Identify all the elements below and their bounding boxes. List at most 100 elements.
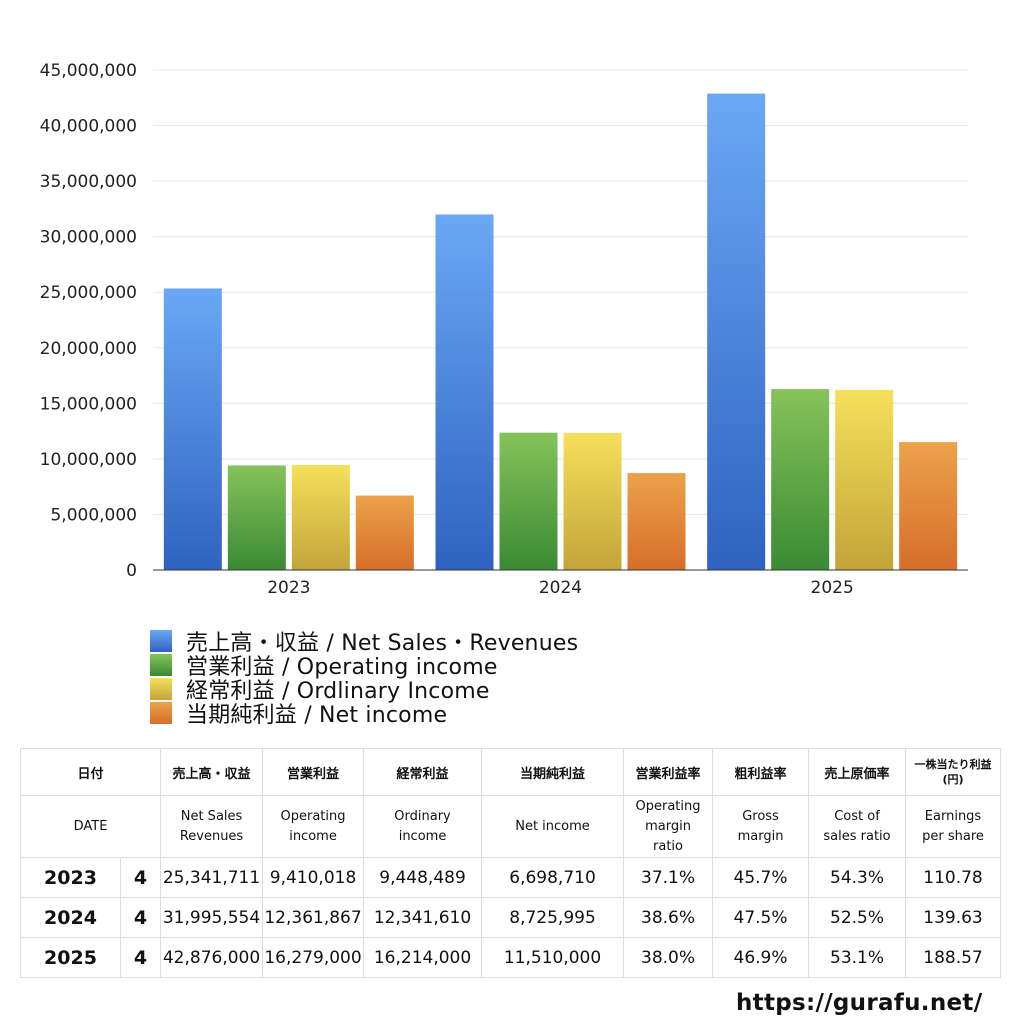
header-net-en: Net income: [481, 795, 625, 858]
cell-opm: 38.0%: [623, 937, 714, 978]
header-date-ja: 日付: [19, 748, 162, 796]
header-gm-ja: 粗利益率: [712, 748, 810, 796]
y-axis-ticks: 0 5,000,000 10,000,000 15,000,000 20,000,000…: [40, 61, 137, 581]
x-axis-ticks: 2023 2024 2025: [267, 578, 854, 598]
cell-net: 8,725,995: [481, 897, 625, 938]
header-line: Operating: [280, 808, 346, 824]
cell-cost: 52.5%: [808, 897, 907, 938]
cell-quarter: 4: [119, 857, 162, 898]
cell-sales: 42,876,000: [160, 937, 264, 978]
bars: [163, 93, 958, 571]
header-line: margin: [737, 828, 784, 844]
table-row: 2024 4 31,995,554 12,361,867 12,341,610 …: [20, 897, 1002, 938]
header-ord-ja: 経常利益: [363, 748, 483, 796]
cell-op: 16,279,000: [262, 937, 365, 978]
x-tick-label: 2025: [811, 578, 854, 598]
legend-label: 売上高・収益 / Net Sales・Revenues: [186, 631, 579, 656]
cell-net: 6,698,710: [481, 857, 625, 898]
header-row-ja: 日付 売上高・収益 営業利益 経常利益 当期純利益 営業利益率 粗利益率 売上原…: [19, 748, 1002, 796]
cell-eps: 110.78: [905, 857, 1002, 898]
cell-ord: 9,448,489: [363, 857, 483, 898]
header-op-en: Operating income: [262, 795, 365, 858]
header-line: ratio: [653, 838, 683, 854]
header-line: income: [398, 828, 447, 844]
bar: [771, 389, 830, 570]
cell-sales: 25,341,711: [160, 857, 264, 898]
legend-swatch-orange: [150, 702, 172, 724]
y-tick-label: 40,000,000: [40, 117, 137, 137]
financial-table: 日付 売上高・収益 営業利益 経常利益 当期純利益 営業利益率 粗利益率 売上原…: [19, 748, 1002, 978]
header-net-ja: 当期純利益: [481, 748, 625, 796]
legend-label: 営業利益 / Operating income: [186, 655, 498, 680]
cell-gm: 45.7%: [712, 857, 810, 898]
header-opm-ja: 営業利益率: [623, 748, 714, 796]
y-tick-label: 45,000,000: [40, 61, 137, 81]
cell-op: 9,410,018: [262, 857, 365, 898]
header-line: income: [289, 828, 337, 844]
header-sales-en: Net Sales Revenues: [160, 795, 264, 858]
cell-cost: 54.3%: [808, 857, 907, 898]
bar: [163, 288, 222, 570]
bar: [227, 465, 286, 570]
cell-ord: 16,214,000: [363, 937, 483, 978]
cell-opm: 37.1%: [623, 857, 714, 898]
bar: [899, 442, 958, 570]
y-tick-label: 10,000,000: [40, 450, 137, 470]
cell-gm: 47.5%: [712, 897, 810, 938]
header-line: Net Sales: [180, 808, 243, 824]
header-cost-en: Cost of sales ratio: [808, 795, 907, 858]
y-tick-label: 25,000,000: [40, 283, 137, 303]
y-tick-label: 35,000,000: [40, 172, 137, 192]
bar-chart: 0 5,000,000 10,000,000 15,000,000 20,000,000…: [40, 61, 968, 598]
legend-item-ordinary: 経常利益 / Ordlinary Income: [150, 677, 578, 704]
legend-item-net: 当期純利益 / Net income: [150, 701, 578, 728]
gridlines: [153, 69, 968, 515]
y-tick-label: 5,000,000: [50, 505, 137, 525]
header-date-en: DATE: [19, 795, 162, 858]
header-line: Cost of: [834, 808, 880, 824]
cell-sales: 31,995,554: [160, 897, 264, 938]
header-eps-ja-line1: 一株当たり利益: [914, 758, 992, 771]
bar: [627, 473, 686, 570]
cell-quarter: 4: [119, 937, 162, 978]
cell-cost: 53.1%: [808, 937, 907, 978]
legend-label: 経常利益 / Ordlinary Income: [186, 679, 490, 704]
cell-gm: 46.9%: [712, 937, 810, 978]
header-line: Earnings: [924, 808, 982, 824]
cell-eps: 188.57: [905, 937, 1002, 978]
legend-label: 当期純利益 / Net income: [186, 703, 448, 728]
header-gm-en: Gross margin: [712, 795, 810, 858]
header-line: per share: [922, 828, 984, 844]
y-tick-label: 20,000,000: [40, 339, 137, 359]
header-line: Operating: [635, 798, 701, 814]
bar: [499, 432, 558, 570]
header-op-ja: 営業利益: [262, 748, 365, 796]
legend: 売上高・収益 / Net Sales・Revenues 営業利益 / Opera…: [150, 629, 578, 728]
header-cost-ja: 売上原価率: [808, 748, 907, 796]
y-tick-label: 15,000,000: [40, 394, 137, 414]
cell-eps: 139.63: [905, 897, 1002, 938]
header-line: Revenues: [179, 828, 244, 844]
bar: [355, 495, 414, 570]
cell-net: 11,510,000: [481, 937, 625, 978]
table-row: 2025 4 42,876,000 16,279,000 16,214,000 …: [20, 937, 1002, 978]
bar: [707, 93, 766, 570]
cell-year: 2024: [20, 897, 121, 938]
header-line: margin: [645, 818, 691, 834]
legend-swatch-yellow: [150, 678, 172, 700]
header-line: Ordinary: [394, 808, 451, 824]
x-tick-label: 2024: [539, 578, 582, 598]
header-eps-en: Earnings per share: [905, 795, 1002, 858]
site-url[interactable]: https://gurafu.net/: [736, 990, 983, 1016]
cell-ord: 12,341,610: [363, 897, 483, 938]
cell-year: 2023: [20, 857, 121, 898]
header-row-en: DATE Net Sales Revenues Operating income…: [19, 795, 1002, 858]
table-row: 2023 4 25,341,711 9,410,018 9,448,489 6,…: [20, 857, 1002, 898]
header-ord-en: Ordinary income: [363, 795, 483, 858]
header-line: Gross: [742, 808, 779, 824]
header-line: sales ratio: [823, 828, 891, 844]
header-opm-en: Operating margin ratio: [623, 795, 714, 858]
legend-item-operating: 営業利益 / Operating income: [150, 653, 578, 680]
legend-item-sales: 売上高・収益 / Net Sales・Revenues: [150, 629, 578, 656]
header-eps-ja: 一株当たり利益 (円): [905, 748, 1002, 796]
